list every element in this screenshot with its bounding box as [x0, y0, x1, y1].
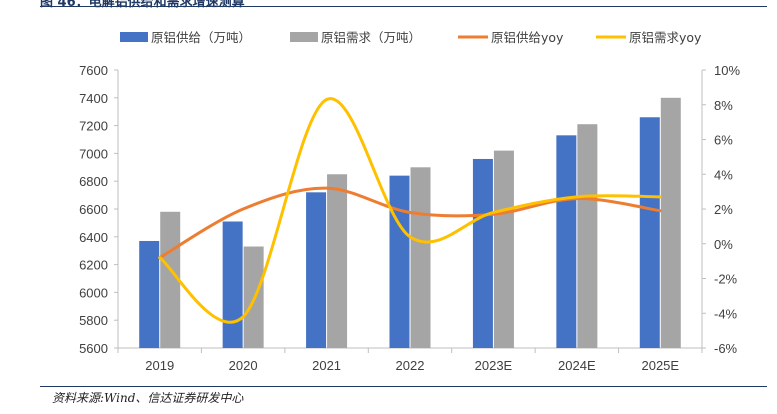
- legend-label: 原铝供给（万吨）: [151, 30, 251, 45]
- left-tick-label: 7400: [79, 91, 108, 106]
- supply-bar: [639, 117, 660, 348]
- x-tick-label: 2020: [229, 358, 258, 373]
- x-tick-label: 2019: [145, 358, 174, 373]
- supply-bar: [306, 192, 327, 348]
- supply-yoy-line: [158, 186, 662, 260]
- right-tick-label: 6%: [714, 133, 733, 148]
- bottom-divider: [40, 386, 767, 387]
- left-tick-label: 6400: [79, 230, 108, 245]
- right-tick-label: 2%: [714, 202, 733, 217]
- supply-bar: [139, 240, 160, 348]
- axes: 5600 5800 6000 6200 6400 6600 6800 7000 7200 7400…: [79, 63, 740, 373]
- left-tick-label: 6600: [79, 202, 108, 217]
- left-tick-label: 7000: [79, 146, 108, 161]
- x-tick-label: 2025E: [641, 358, 679, 373]
- source-note: 资料来源:Wind、信达证券研发中心: [52, 391, 244, 405]
- right-tick-label: -4%: [714, 306, 738, 321]
- right-tick-label: -6%: [714, 341, 738, 356]
- right-tick-label: 0%: [714, 237, 733, 252]
- legend-swatch: [290, 32, 318, 42]
- x-tick-label: 2023E: [475, 358, 513, 373]
- legend-swatch: [120, 32, 148, 42]
- demand-bar: [327, 174, 348, 348]
- right-tick-label: 8%: [714, 98, 733, 113]
- x-tick-label: 2022: [396, 358, 425, 373]
- legend-label: 原铝需求（万吨）: [321, 30, 421, 45]
- top-divider: [40, 6, 767, 7]
- supply-bar: [222, 221, 243, 348]
- left-tick-label: 6000: [79, 285, 108, 300]
- legend-label: 原铝需求yoy: [629, 30, 702, 45]
- right-tick-label: 4%: [714, 167, 733, 182]
- demand-bar: [160, 211, 181, 348]
- figure-title: 图 46：电解铝供给和需求增速测算: [40, 0, 245, 10]
- x-tick-label: 2021: [312, 358, 341, 373]
- demand-bar: [577, 124, 598, 349]
- left-tick-label: 6800: [79, 174, 108, 189]
- supply-bar: [556, 135, 577, 348]
- legend: 原铝供给（万吨） 原铝需求（万吨） 原铝供给yoy 原铝需求yoy: [120, 30, 702, 45]
- bars: [139, 97, 681, 349]
- supply-bar: [472, 158, 493, 348]
- legend-label: 原铝供给yoy: [491, 30, 564, 45]
- left-tick-label: 7600: [79, 63, 108, 78]
- supply-bar: [389, 175, 410, 348]
- lines: [158, 97, 662, 324]
- left-tick-label: 5800: [79, 313, 108, 328]
- demand-bar: [660, 97, 681, 348]
- right-tick-label: -2%: [714, 272, 738, 287]
- demand-yoy-line: [158, 97, 662, 324]
- demand-bar: [493, 150, 514, 348]
- left-tick-label: 6200: [79, 258, 108, 273]
- demand-bar: [410, 167, 431, 348]
- left-tick-label: 5600: [79, 341, 108, 356]
- left-tick-label: 7200: [79, 119, 108, 134]
- x-tick-label: 2024E: [558, 358, 596, 373]
- right-tick-label: 10%: [714, 63, 740, 78]
